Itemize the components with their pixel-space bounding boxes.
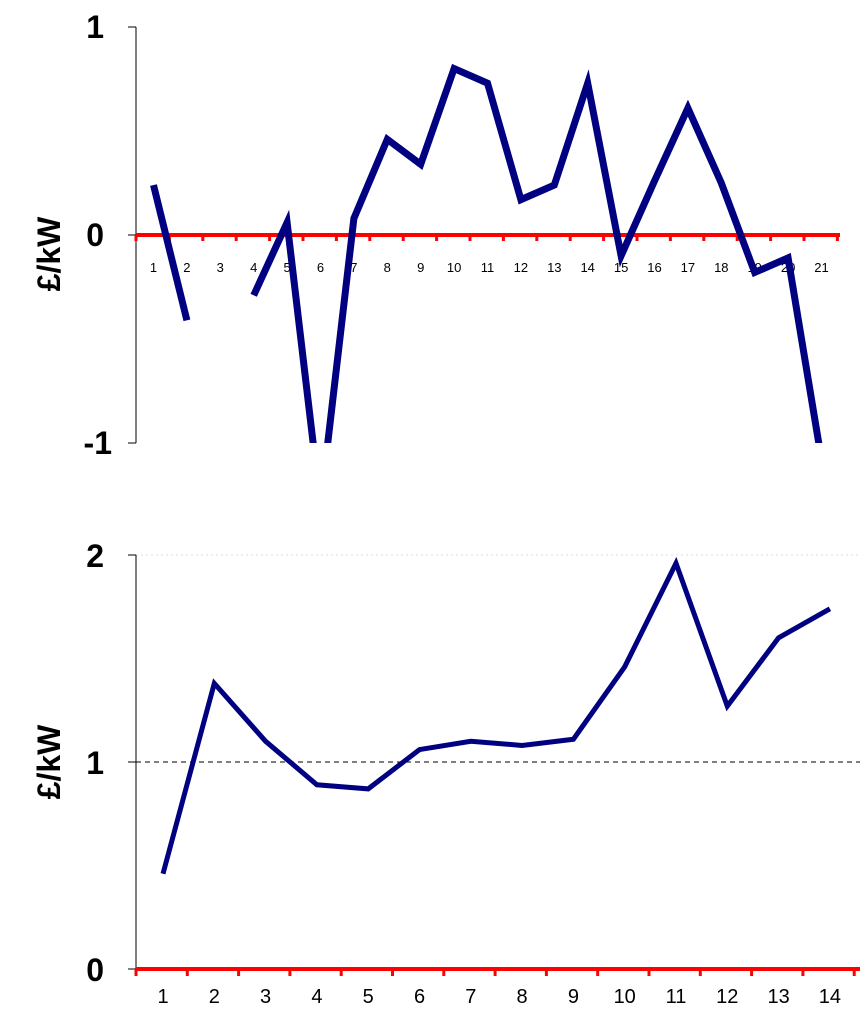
chart-1-data-point	[353, 218, 354, 219]
chart-1-x-tick-label: 21	[814, 260, 828, 275]
chart-1-x-tick-label: 8	[384, 260, 391, 275]
chart-1-data-point	[754, 272, 755, 273]
chart-1-data-point	[587, 83, 588, 84]
chart-1-x-tick-label: 1	[150, 260, 157, 275]
chart-1-data-point	[487, 83, 488, 84]
chart-2-x-tick-label: 14	[819, 986, 841, 1008]
chart-1-x-tick-label: 3	[217, 260, 224, 275]
chart-1-series-line	[250, 63, 823, 443]
chart-2-x-tick-label: 5	[363, 986, 374, 1008]
chart-1-y-tick-label-minus-1: -1	[84, 425, 112, 461]
chart-1-y-tick-label-1: 1	[86, 9, 104, 45]
chart-1-x-tick-label: 9	[417, 260, 424, 275]
chart-2-y-tick-label-0: 0	[86, 952, 104, 988]
chart-2-zero-baseline	[134, 967, 860, 976]
chart-2-y-axis-label: £/kW	[31, 724, 67, 799]
chart-2-x-tick-label: 3	[260, 986, 271, 1008]
chart-1-x-tick-label: 2	[183, 260, 190, 275]
chart-2-x-tick-labels: 1 2 3 4 5 6 7 8 9 10 11 12 13 14	[157, 986, 841, 1008]
chart-2-data-point	[265, 741, 266, 742]
chart-1-data-point	[153, 185, 154, 186]
chart-2-data-point	[316, 784, 317, 785]
chart-1-x-tick-label: 11	[481, 260, 495, 275]
chart-2-data-point	[214, 683, 215, 684]
chart-1-series-line	[150, 184, 191, 322]
chart-2-series	[160, 556, 832, 875]
chart-2-x-tick-label: 8	[517, 986, 528, 1008]
chart-1-data-point	[687, 108, 688, 109]
chart-1-y-axis-label: £/kW	[31, 216, 67, 291]
chart-1-x-tick-label: 17	[681, 260, 695, 275]
chart-2-data-point	[624, 666, 625, 667]
chart-1-data-point	[554, 185, 555, 186]
chart-1-data-point	[253, 295, 254, 296]
chart-2-x-tick-label: 6	[414, 986, 425, 1008]
chart-2-series-line	[160, 556, 832, 875]
chart-1-x-tick-label: 7	[350, 260, 357, 275]
chart-2-x-tick-label: 1	[157, 986, 168, 1008]
chart-1-data-point	[621, 255, 622, 256]
chart-2-x-tick-label: 12	[716, 986, 738, 1008]
chart-1-x-tick-label: 6	[317, 260, 324, 275]
chart-2-x-tick-label: 11	[666, 986, 687, 1008]
chart-1-x-tick-label: 14	[580, 260, 594, 275]
chart-1-data-point	[320, 505, 321, 506]
chart-1-x-tick-label: 5	[283, 260, 290, 275]
chart-1-data-point	[387, 139, 388, 140]
chart-1-x-tick-label: 12	[514, 260, 528, 275]
chart-1-data-point	[420, 164, 421, 165]
chart-1-x-tick-label: 18	[714, 260, 728, 275]
chart-2-x-tick-label: 7	[465, 986, 476, 1008]
chart-2-data-point	[522, 745, 523, 746]
chart-1-x-tick-label: 4	[250, 260, 257, 275]
chart-1-x-tick-labels: 1 2 3 4 5 6 7 8 9 10 11 12 13 14 15 16 17 18 19 20 21	[150, 260, 829, 275]
chart-1-x-tick-label: 13	[547, 260, 561, 275]
chart-2-x-tick-label: 10	[614, 986, 636, 1008]
chart-2-x-tick-label: 4	[311, 986, 322, 1008]
chart-1-data-point	[454, 68, 455, 69]
chart-2-data-point	[829, 608, 830, 609]
chart-1-data-point	[287, 222, 288, 223]
chart-2-y-tick-label-2: 2	[86, 538, 104, 574]
chart-1-series	[150, 63, 823, 506]
chart-2-x-tick-label: 13	[767, 986, 789, 1008]
chart-1-data-point	[520, 199, 521, 200]
chart-1-data-point	[788, 257, 789, 258]
chart-2-data-point	[676, 563, 677, 564]
chart-1: £/kW 1 0 -1 1 2 3 4 5 6 7 8 9 10 11 12 13 14 15 16 17 18 1…	[31, 9, 840, 506]
chart-2-data-point	[419, 749, 420, 750]
chart-2: £/kW 2 1 0 1 2 3 4 5 6 7 8 9 10 11 12 13 14	[31, 538, 860, 1008]
chart-2-data-point	[573, 739, 574, 740]
chart-2-x-tick-label: 2	[209, 986, 220, 1008]
chart-2-x-tick-label: 9	[568, 986, 579, 1008]
chart-1-data-point	[721, 183, 722, 184]
chart-2-y-tick-label-1: 1	[86, 745, 104, 781]
chart-1-y-tick-label-0: 0	[86, 217, 104, 253]
chart-2-data-point	[368, 788, 369, 789]
chart-2-data-point	[727, 706, 728, 707]
chart-1-data-point	[654, 180, 655, 181]
chart-1-x-tick-label: 16	[647, 260, 661, 275]
chart-1-x-tick-label: 15	[614, 260, 628, 275]
chart-1-data-point	[821, 459, 822, 460]
chart-1-data-point	[186, 320, 187, 321]
chart-1-zero-baseline	[134, 233, 840, 241]
chart-2-data-point	[778, 637, 779, 638]
chart-2-data-point	[163, 873, 164, 874]
chart-2-data-point	[470, 741, 471, 742]
chart-1-x-tick-label: 10	[447, 260, 461, 275]
